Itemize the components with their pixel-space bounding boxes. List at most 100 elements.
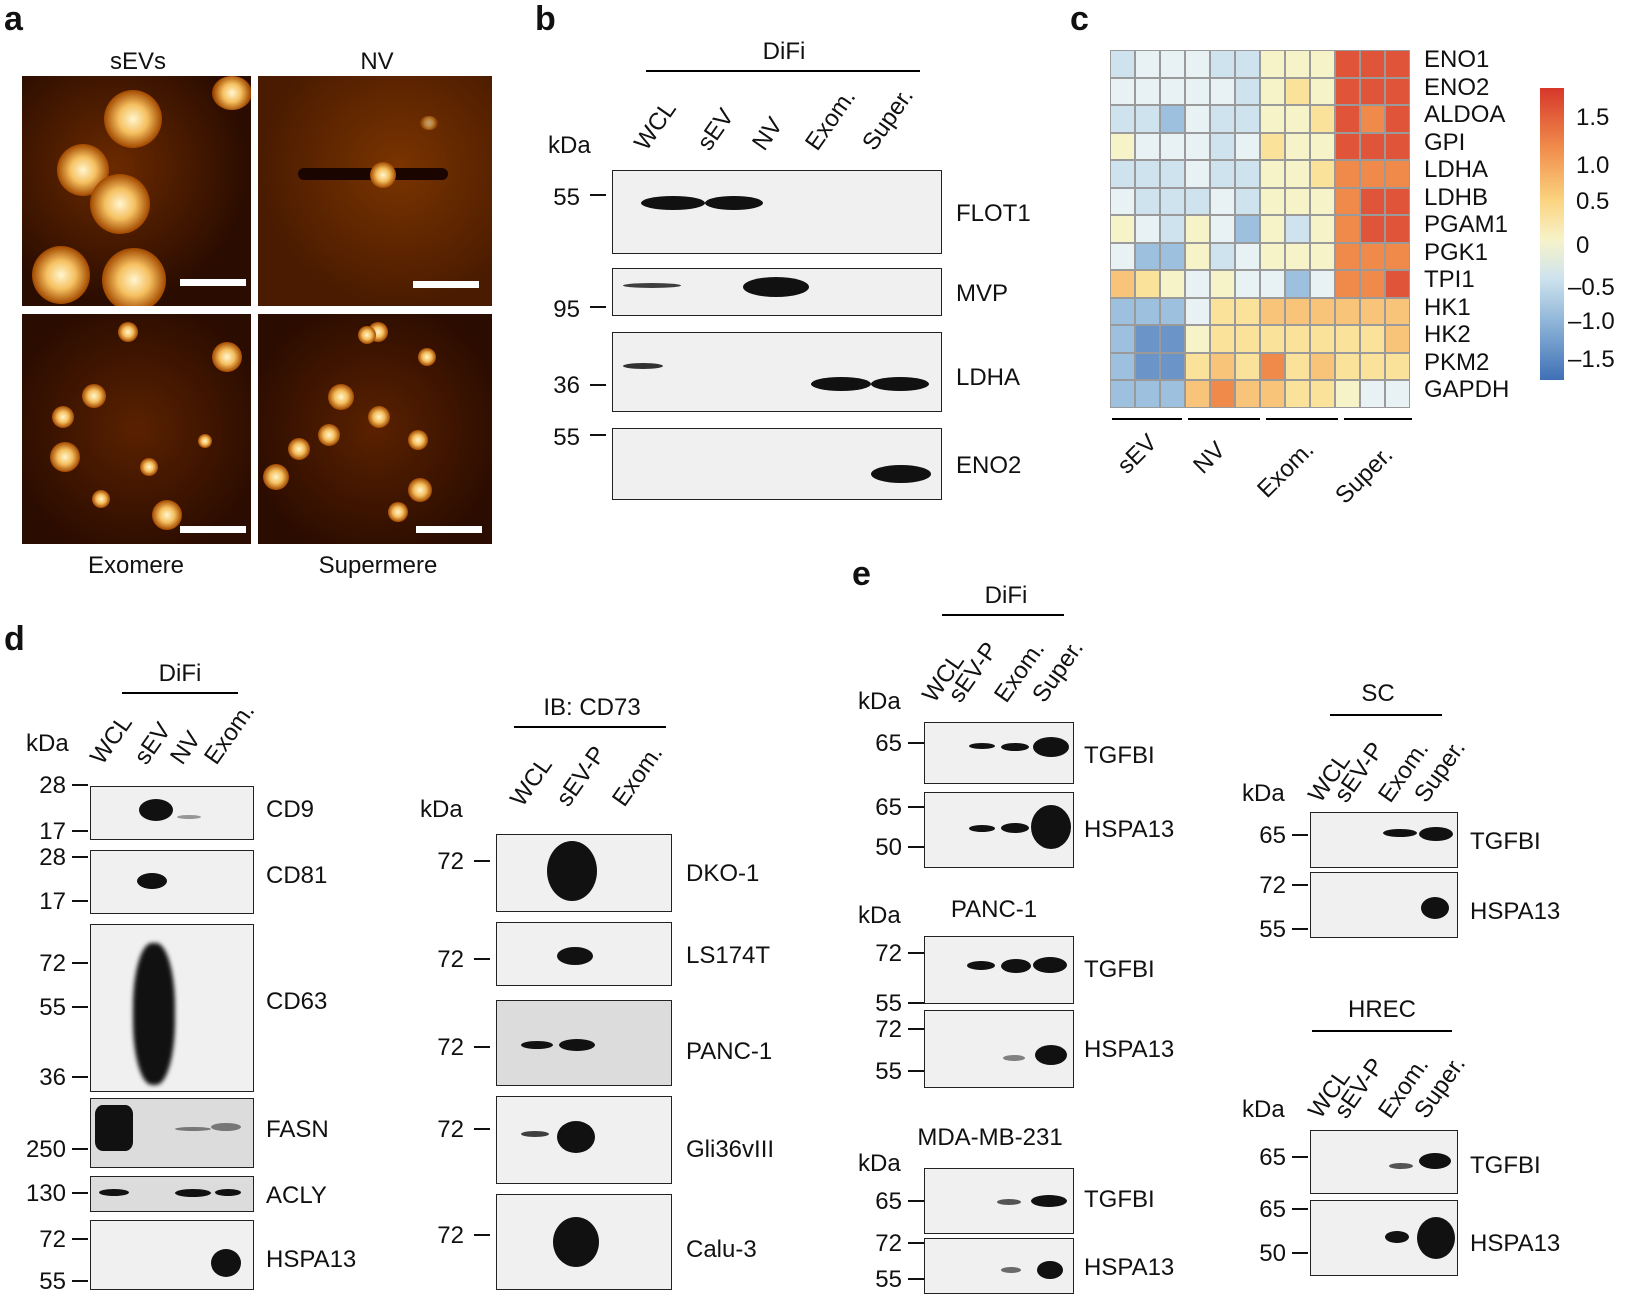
heatmap-cell: [1360, 160, 1385, 188]
heatmap-cell: [1260, 352, 1285, 380]
heatmap-cell: [1235, 187, 1260, 215]
heatmap-cell: [1360, 105, 1385, 133]
gene-label: PKM2: [1424, 348, 1490, 376]
colorbar-tick: 0.5: [1576, 188, 1610, 215]
blot-label-hspa13: HSPA13: [1470, 1230, 1561, 1257]
mw-marker: 72: [875, 1230, 902, 1257]
heatmap-cell: [1285, 187, 1310, 215]
mw-marker: 28: [39, 844, 66, 871]
group-line: [1188, 418, 1260, 420]
heatmap-cell: [1210, 242, 1235, 270]
heatmap-cell: [1110, 215, 1135, 243]
heatmap-cell: [1335, 270, 1360, 298]
heatmap-cell: [1235, 77, 1260, 105]
heatmap: [1110, 50, 1410, 410]
blot-label-eno2: ENO2: [956, 452, 1022, 479]
kda-label: kDa: [1242, 780, 1285, 807]
lane-label-exom: Exom.: [800, 84, 862, 156]
afm-label-supermere: Supermere: [318, 552, 438, 579]
heatmap-cell: [1160, 352, 1185, 380]
heatmap-cell: [1185, 50, 1210, 78]
heatmap-cell: [1285, 380, 1310, 408]
kda-label: kDa: [1242, 1096, 1285, 1123]
heatmap-cell: [1110, 242, 1135, 270]
heatmap-cell: [1360, 270, 1385, 298]
heatmap-cell: [1285, 325, 1310, 353]
heatmap-cell: [1335, 187, 1360, 215]
heatmap-cell: [1110, 132, 1135, 160]
heatmap-cell: [1185, 187, 1210, 215]
group-line: [1344, 418, 1412, 420]
blot-label-hspa13: HSPA13: [1470, 898, 1561, 925]
blot-hrec-tgfbi: [1310, 1130, 1458, 1194]
blot-fasn: [90, 1098, 254, 1168]
mw-marker: 36: [39, 1064, 66, 1091]
heatmap-cell: [1360, 297, 1385, 325]
afm-label-nv: NV: [360, 48, 394, 75]
heatmap-cell: [1210, 105, 1235, 133]
mw-marker: 72: [437, 848, 464, 875]
heatmap-cell: [1285, 215, 1310, 243]
heatmap-cell: [1235, 380, 1260, 408]
blot-label-hspa13: HSPA13: [266, 1246, 357, 1273]
heatmap-cell: [1110, 50, 1135, 78]
heatmap-cell: [1110, 187, 1135, 215]
heatmap-cell: [1260, 215, 1285, 243]
blot-label-mvp: MVP: [956, 280, 1009, 307]
mw-marker: 65: [1259, 1196, 1286, 1223]
heatmap-cell: [1360, 380, 1385, 408]
heatmap-cell: [1310, 187, 1335, 215]
heatmap-cell: [1335, 77, 1360, 105]
heatmap-cell: [1285, 132, 1310, 160]
blot-label-hspa13: HSPA13: [1084, 1036, 1175, 1063]
panel-label-c: c: [1070, 0, 1089, 38]
heatmap-cell: [1210, 215, 1235, 243]
blot-label-gli36viii: Gli36vIII: [686, 1136, 775, 1163]
lane-label-exom: Exom.: [199, 698, 261, 770]
mw-marker: 55: [39, 1268, 66, 1295]
heatmap-cell: [1110, 270, 1135, 298]
colorbar: [1540, 88, 1564, 380]
heatmap-cell: [1210, 380, 1235, 408]
afm-label-exomere: Exomere: [87, 552, 185, 579]
group-label-hrec: HREC: [1347, 996, 1417, 1023]
mw-marker: 55: [39, 994, 66, 1021]
heatmap-cell: [1360, 50, 1385, 78]
afm-image-sevs: [22, 76, 251, 306]
blot-hrec-hspa13: [1310, 1200, 1458, 1276]
heatmap-cell: [1110, 325, 1135, 353]
scale-bar: [413, 281, 479, 288]
heatmap-cell: [1185, 270, 1210, 298]
blot-mda-hspa13: [924, 1238, 1074, 1294]
heatmap-cell: [1385, 50, 1410, 78]
kda-label: kDa: [26, 730, 69, 757]
heatmap-cell: [1310, 270, 1335, 298]
heatmap-cell: [1335, 132, 1360, 160]
gene-label: ALDOA: [1424, 101, 1506, 128]
mw-marker: 72: [437, 946, 464, 973]
heatmap-cell: [1210, 325, 1235, 353]
heatmap-cell: [1135, 325, 1160, 353]
heatmap-cell: [1360, 325, 1385, 353]
heatmap-cell: [1210, 50, 1235, 78]
heatmap-cell: [1335, 297, 1360, 325]
blot-mvp: [612, 268, 942, 316]
kda-label: kDa: [548, 132, 591, 159]
heatmap-group-exom: Exom.: [1252, 436, 1320, 504]
mw-marker: 17: [39, 888, 66, 915]
group-line: [1112, 418, 1182, 420]
heatmap-cell: [1160, 297, 1185, 325]
mw-marker: 55: [553, 184, 580, 211]
afm-label-sevs: sEVs: [109, 48, 167, 75]
mw-marker: 55: [875, 1058, 902, 1085]
heatmap-cell: [1235, 215, 1260, 243]
heatmap-cell: [1285, 77, 1310, 105]
heatmap-cell: [1335, 325, 1360, 353]
blot-label-panc-1: PANC-1: [686, 1038, 773, 1065]
blot-cd9: [90, 786, 254, 840]
heatmap-cell: [1135, 270, 1160, 298]
heatmap-cell: [1160, 325, 1185, 353]
mw-marker: 55: [1259, 916, 1286, 943]
heatmap-cell: [1235, 270, 1260, 298]
blot-label-fasn: FASN: [266, 1116, 329, 1143]
